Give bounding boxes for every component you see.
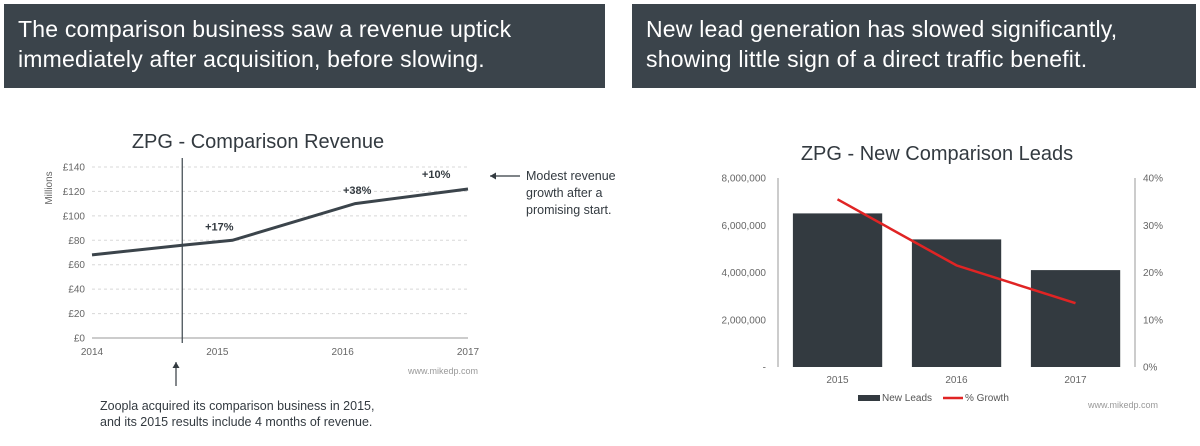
right-headline-banner: New lead generation has slowed significa… bbox=[632, 4, 1196, 88]
revenue-y-axis-label: Millions bbox=[44, 171, 55, 204]
right-headline-line-2: showing little sign of a direct traffic … bbox=[646, 46, 1088, 72]
revenue-y-tick: £120 bbox=[63, 187, 86, 198]
left-headline-line-1: The comparison business saw a revenue up… bbox=[18, 16, 512, 42]
revenue-y-tick: £80 bbox=[68, 236, 85, 247]
revenue-y-tick: £0 bbox=[74, 334, 86, 345]
annotation-arrowhead-right bbox=[490, 172, 496, 180]
legend-new-leads-swatch bbox=[858, 395, 880, 401]
leads-y-tick: 6,000,000 bbox=[722, 221, 767, 232]
legend-growth-label: % Growth bbox=[965, 393, 1009, 404]
leads-y-tick: 8,000,000 bbox=[722, 174, 767, 185]
leads-y-ticks: - 2,000,000 4,000,000 6,000,000 8,000,000 bbox=[722, 174, 767, 374]
leads-x-tick: 2016 bbox=[945, 375, 968, 386]
annotation-right-line-1: Modest revenue bbox=[526, 169, 616, 183]
growth-y2-tick: 40% bbox=[1143, 174, 1163, 185]
revenue-x-tick: 2016 bbox=[332, 347, 355, 358]
leads-bar bbox=[792, 213, 883, 367]
revenue-y-ticks: £0 £20 £40 £60 £80 £100 £120 £140 bbox=[63, 163, 86, 345]
revenue-line bbox=[91, 187, 469, 257]
leads-chart-title: ZPG - New Comparison Leads bbox=[801, 143, 1073, 165]
leads-x-ticks: 2015 2016 2017 bbox=[826, 375, 1087, 386]
leads-bar bbox=[911, 239, 1002, 367]
revenue-y-tick: £40 bbox=[68, 285, 85, 296]
leads-x-tick: 2017 bbox=[1064, 375, 1087, 386]
revenue-x-tick: 2014 bbox=[81, 347, 104, 358]
leads-y-tick: 4,000,000 bbox=[722, 268, 767, 279]
revenue-x-tick: 2017 bbox=[457, 347, 480, 358]
revenue-y-tick: £20 bbox=[68, 309, 85, 320]
legend-new-leads-label: New Leads bbox=[882, 393, 932, 404]
growth-y2-tick: 0% bbox=[1143, 363, 1158, 374]
revenue-chart: ZPG - Comparison Revenue Millions £0£20£… bbox=[44, 131, 616, 429]
growth-y2-tick: 20% bbox=[1143, 268, 1163, 279]
leads-y-tick: 2,000,000 bbox=[722, 315, 767, 326]
left-headline-banner: The comparison business saw a revenue up… bbox=[4, 4, 605, 88]
right-headline-line-1: New lead generation has slowed significa… bbox=[646, 16, 1118, 42]
revenue-x-ticks: 2014 2015 2016 2017 bbox=[81, 347, 480, 358]
revenue-growth-label: +17% bbox=[205, 222, 234, 234]
revenue-y-tick: £100 bbox=[63, 211, 86, 222]
revenue-growth-label: +38% bbox=[343, 185, 372, 197]
annotation-right-line-3: promising start. bbox=[526, 203, 611, 217]
revenue-gridlines bbox=[92, 166, 468, 315]
revenue-y-tick: £60 bbox=[68, 260, 85, 271]
growth-y2-tick: 30% bbox=[1143, 221, 1163, 232]
growth-y2-tick: 10% bbox=[1143, 315, 1163, 326]
revenue-x-tick: 2015 bbox=[206, 347, 229, 358]
leads-x-tick: 2015 bbox=[826, 375, 849, 386]
growth-y2-ticks: 0% 10% 20% 30% 40% bbox=[1143, 174, 1163, 374]
right-credit: www.mikedp.com bbox=[1087, 400, 1158, 410]
left-credit: www.mikedp.com bbox=[407, 366, 478, 376]
annotation-right-line-2: growth after a bbox=[526, 186, 602, 200]
revenue-chart-title: ZPG - Comparison Revenue bbox=[132, 131, 384, 153]
annotation-bottom-line-2: and its 2015 results include 4 months of… bbox=[100, 415, 372, 429]
revenue-y-tick: £140 bbox=[63, 163, 86, 174]
leads-y-tick: - bbox=[763, 363, 766, 374]
revenue-growth-label: +10% bbox=[422, 169, 451, 181]
leads-bars bbox=[792, 213, 1121, 367]
revenue-growth-labels: +17% +38% +10% bbox=[205, 169, 450, 234]
annotation-bottom-line-1: Zoopla acquired its comparison business … bbox=[100, 399, 374, 413]
leads-chart: ZPG - New Comparison Leads - 2,000,000 4,0… bbox=[722, 143, 1164, 410]
growth-line bbox=[836, 198, 1076, 305]
annotation-arrowhead-up bbox=[172, 362, 180, 368]
leads-bar bbox=[1030, 270, 1121, 367]
left-headline-line-2: immediately after acquisition, before sl… bbox=[18, 46, 485, 72]
